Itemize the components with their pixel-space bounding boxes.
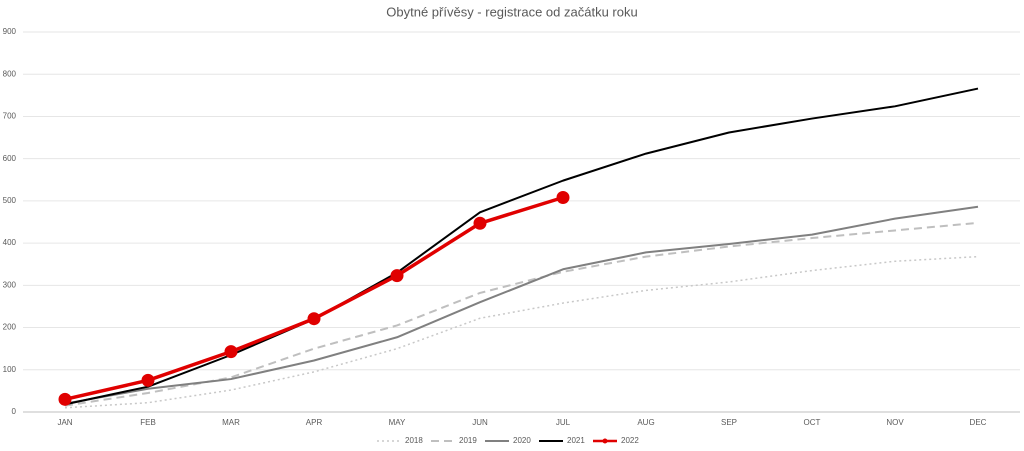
series-line xyxy=(64,221,979,407)
x-tick-label: MAY xyxy=(389,418,406,427)
x-tick-label: SEP xyxy=(721,418,737,427)
series-line xyxy=(64,255,979,409)
point-marker xyxy=(556,191,570,205)
chart-title: Obytné přívěsy - registrace od začátku r… xyxy=(386,4,637,19)
y-tick-label: 500 xyxy=(3,196,17,205)
x-tick-label: JUN xyxy=(472,418,488,427)
legend-label: 2022 xyxy=(621,436,639,445)
legend-marker xyxy=(602,438,608,444)
point-marker xyxy=(141,373,155,387)
x-tick-label: FEB xyxy=(140,418,156,427)
x-tick-label: JAN xyxy=(57,418,72,427)
x-tick-label: MAR xyxy=(222,418,240,427)
x-tick-label: JUL xyxy=(556,418,571,427)
y-tick-label: 800 xyxy=(3,69,17,78)
series-line xyxy=(64,205,979,405)
point-marker xyxy=(473,216,487,230)
point-marker xyxy=(58,392,72,406)
series-line xyxy=(64,87,979,406)
point-marker xyxy=(224,345,238,359)
legend-label: 2018 xyxy=(405,436,423,445)
point-marker xyxy=(307,312,321,326)
point-marker xyxy=(390,269,404,283)
y-tick-label: 200 xyxy=(3,323,17,332)
x-tick-label: OCT xyxy=(804,418,821,427)
y-tick-label: 600 xyxy=(3,154,17,163)
y-tick-label: 100 xyxy=(3,365,17,374)
y-tick-label: 400 xyxy=(3,238,17,247)
legend-label: 2019 xyxy=(459,436,477,445)
y-tick-label: 300 xyxy=(3,280,17,289)
y-tick-label: 0 xyxy=(12,407,17,416)
y-tick-label: 700 xyxy=(3,112,17,121)
x-tick-label: APR xyxy=(306,418,323,427)
legend-label: 2021 xyxy=(567,436,585,445)
legend-label: 2020 xyxy=(513,436,531,445)
x-tick-label: DEC xyxy=(970,418,987,427)
x-tick-label: NOV xyxy=(886,418,904,427)
y-tick-label: 900 xyxy=(3,27,17,36)
x-tick-label: AUG xyxy=(637,418,654,427)
